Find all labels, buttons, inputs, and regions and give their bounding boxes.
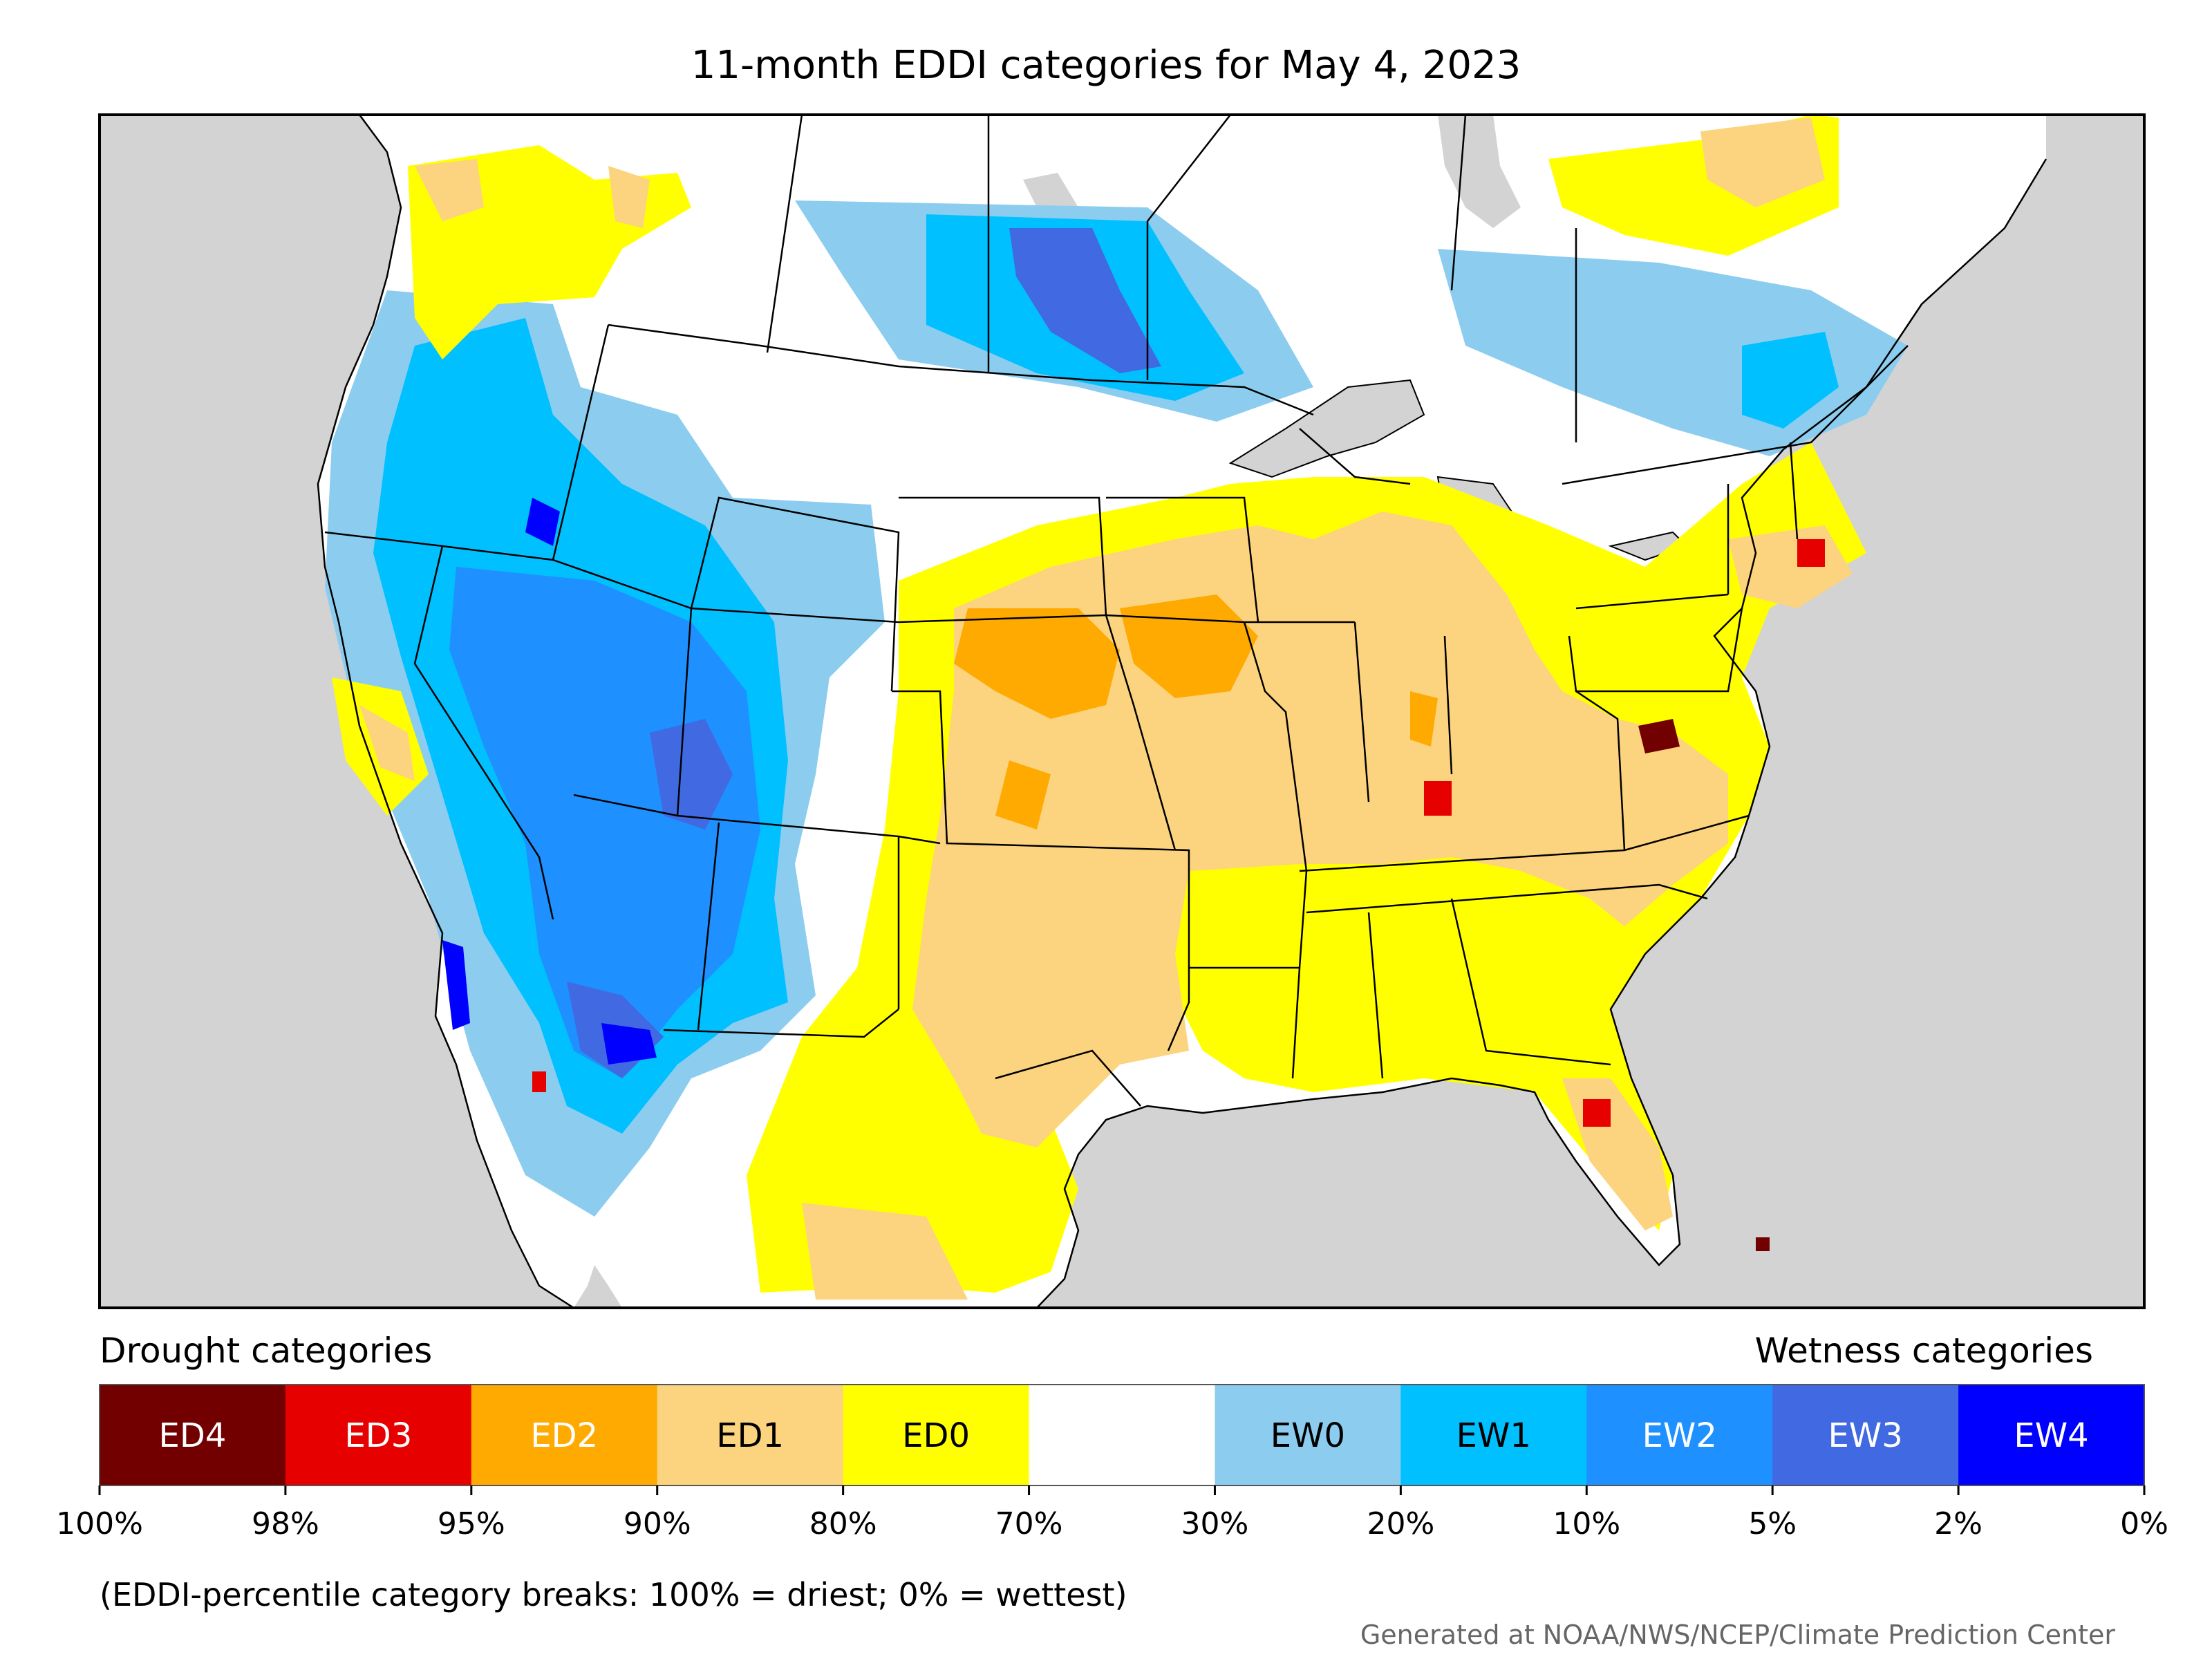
legend-swatch-normal — [1029, 1385, 1215, 1485]
legend-swatch-ew2 — [1586, 1385, 1773, 1485]
legend-label-ew2: EW2 — [1642, 1416, 1717, 1455]
coastline — [317, 115, 2047, 1308]
legend-swatch-ew0 — [1215, 1385, 1401, 1485]
map-title: 11-month EDDI categories for May 4, 2023 — [691, 43, 1521, 88]
legend-tick-label: 10% — [1553, 1506, 1620, 1541]
legend-swatch-ed2 — [471, 1385, 658, 1485]
political-boundaries — [324, 115, 1909, 1107]
wetness-categories-caption: Wetness categories — [1754, 1331, 2093, 1371]
legend-tick-label: 90% — [624, 1506, 691, 1541]
legend-swatch-ew1 — [1400, 1385, 1587, 1485]
legend-label-ed0: ED0 — [902, 1416, 970, 1455]
legend-label-ew0: EW0 — [1271, 1416, 1345, 1455]
legend-tick-label: 100% — [56, 1506, 143, 1541]
legend-swatch-ed4 — [100, 1385, 286, 1485]
legend-label-ew1: EW1 — [1456, 1416, 1531, 1455]
eddi-map — [98, 113, 2146, 1309]
legend-label-ew4: EW4 — [2014, 1416, 2088, 1455]
map-frame — [98, 113, 2146, 1309]
lake-superior — [1228, 379, 1425, 478]
legend-tick-label: 20% — [1367, 1506, 1434, 1541]
legend-tick-label: 5% — [1748, 1506, 1797, 1541]
legend-swatch-ew3 — [1772, 1385, 1959, 1485]
credit-line: Generated at NOAA/NWS/NCEP/Climate Predi… — [1360, 1620, 2115, 1650]
legend-label-ew3: EW3 — [1828, 1416, 1902, 1455]
percentile-note: (EDDI-percentile category breaks: 100% =… — [100, 1576, 1127, 1613]
legend-tick-label: 2% — [1934, 1506, 1983, 1541]
legend-tick-label: 70% — [995, 1506, 1063, 1541]
legend-tick-label: 95% — [438, 1506, 505, 1541]
legend-swatch-ed3 — [285, 1385, 472, 1485]
category-legend: ED4 ED3 ED2 ED1 ED0 EW0 EW1 EW2 EW3 EW4 100% 98% 95… — [56, 1384, 2168, 1541]
legend-tick-label: 0% — [2120, 1506, 2168, 1541]
legend-label-ed4: ED4 — [159, 1416, 227, 1455]
legend-label-ed3: ED3 — [344, 1416, 412, 1455]
james-bay — [1438, 115, 1521, 228]
legend-tick-label: 30% — [1181, 1506, 1249, 1541]
legend-swatch-ew4 — [1958, 1385, 2145, 1485]
legend-border — [99, 1384, 2145, 1486]
legend-tick-label: 80% — [809, 1506, 877, 1541]
legend-label-ed1: ED1 — [716, 1416, 784, 1455]
legend-label-ed2: ED2 — [530, 1416, 598, 1455]
drought-categories-caption: Drought categories — [100, 1331, 433, 1371]
legend-swatch-ed1 — [657, 1385, 844, 1485]
legend-swatch-ed0 — [843, 1385, 1030, 1485]
legend-tick-label: 98% — [252, 1506, 319, 1541]
